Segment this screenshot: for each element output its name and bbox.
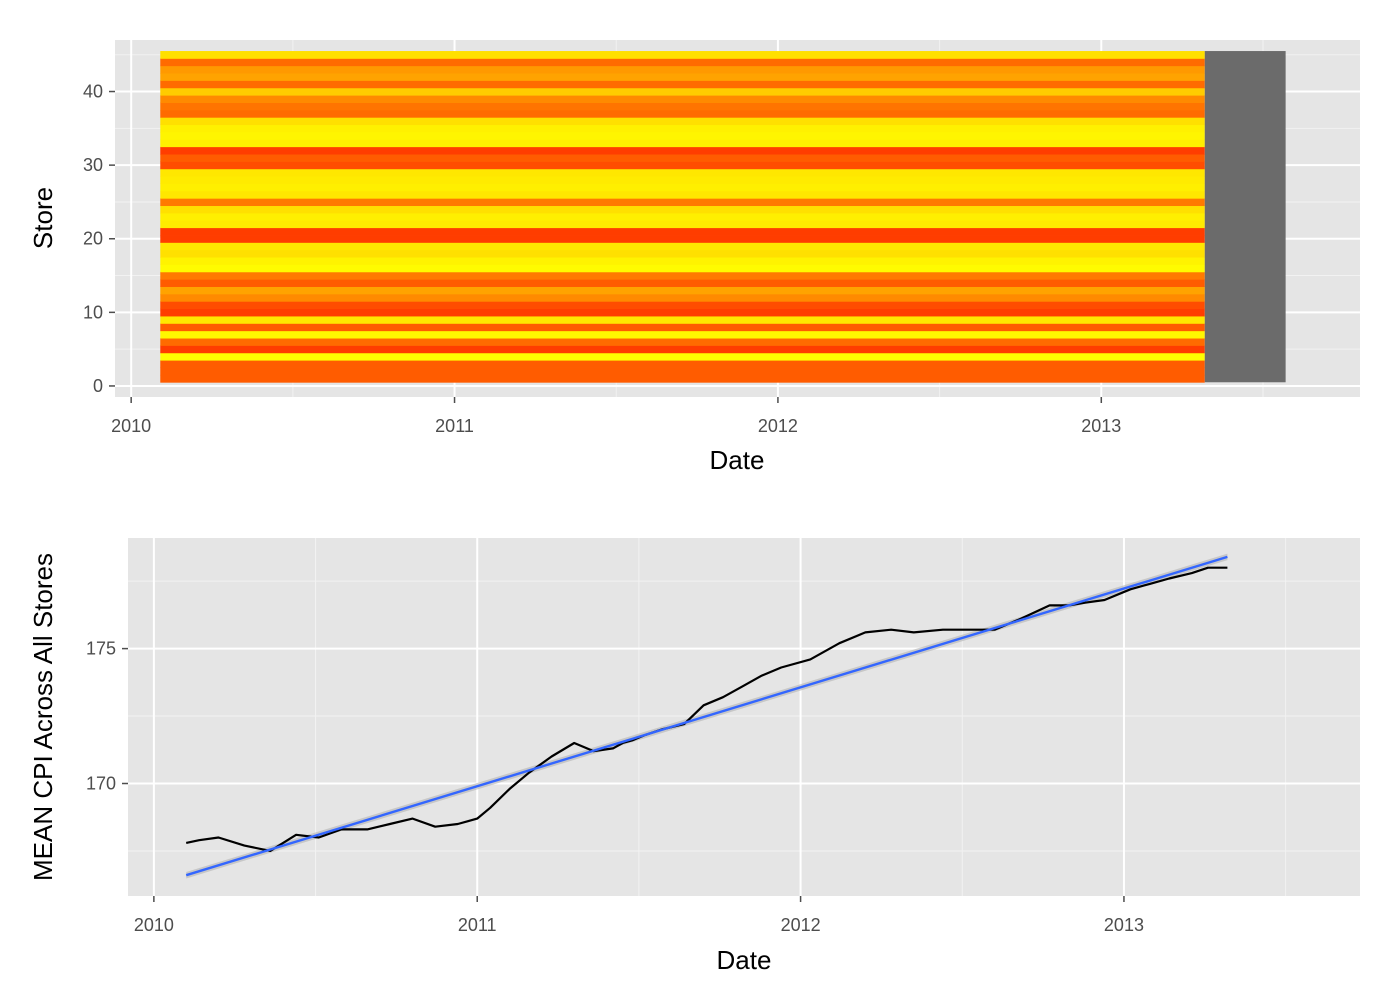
heatmap-store-row (160, 102, 1205, 111)
line-y-tick-label: 170 (86, 774, 116, 794)
line-series (185, 553, 1228, 879)
heatmap-x-tick-labels: 2010 2011 2012 2013 (111, 416, 1121, 436)
heatmap-store-row (160, 293, 1205, 302)
heatmap-store-row (160, 308, 1205, 317)
heatmap-store-row (160, 279, 1205, 287)
heatmap-store-row (160, 257, 1205, 265)
heatmap-store-row (160, 205, 1205, 214)
heatmap-store-row (160, 146, 1205, 155)
line-y-tick-labels: 170 175 (86, 639, 116, 794)
heatmap-x-tick-label: 2013 (1081, 416, 1121, 436)
heatmap-ticks (109, 90, 1103, 403)
heatmap-store-row (160, 132, 1205, 140)
heatmap-store-row (160, 87, 1205, 96)
heatmap-store-row (160, 161, 1205, 170)
cpi-trend-line (185, 555, 1228, 877)
heatmap-y-tick-label: 40 (83, 82, 103, 102)
heatmap-store-row (160, 65, 1205, 74)
heatmap-store-row (160, 117, 1205, 126)
heatmap-store-row (160, 227, 1205, 236)
heatmap-store-row (160, 176, 1205, 184)
heatmap-store-row (160, 360, 1205, 368)
heatmap-store-row (160, 73, 1205, 81)
heatmap-store-row (160, 220, 1205, 229)
heatmap-store-row (160, 374, 1205, 383)
heatmap-store-row (160, 367, 1205, 376)
heatmap-store-row (160, 198, 1205, 207)
heatmap-x-tick-label: 2010 (111, 416, 151, 436)
line-x-axis-title: Date (717, 945, 772, 975)
heatmap-store-row (160, 58, 1205, 67)
heatmap-store-row (160, 183, 1205, 192)
heatmap-y-tick-label: 0 (93, 376, 103, 396)
heatmap-y-tick-label: 30 (83, 155, 103, 175)
heatmap-store-row (160, 190, 1205, 199)
heatmap-y-tick-labels: 0 10 20 30 40 (83, 82, 103, 396)
line-x-tick-label: 2012 (781, 915, 821, 935)
heatmap-store-row (160, 352, 1205, 361)
heatmap-store-row (160, 51, 1205, 59)
heatmap-store-row (160, 330, 1205, 339)
line-x-tick-label: 2011 (458, 915, 497, 935)
heatmap-store-row (160, 154, 1205, 162)
heatmap-store-row (160, 139, 1205, 148)
heatmap-store-row (160, 235, 1205, 243)
heatmap-y-tick-label: 10 (83, 302, 103, 322)
heatmap-store-row (160, 124, 1205, 133)
heatmap-store-row (160, 301, 1205, 310)
heatmap-store-row (160, 168, 1205, 177)
heatmap-missing-block (1204, 51, 1286, 383)
heatmap-store-row (160, 95, 1205, 103)
heatmap-y-axis-title: Store (28, 187, 58, 249)
heatmap-store-row (160, 286, 1205, 295)
heatmap-cells (160, 51, 1286, 383)
line-ticks (122, 647, 1125, 902)
heatmap-y-tick-label: 20 (83, 229, 103, 249)
heatmap-store-row (160, 242, 1205, 251)
heatmap-store-row (160, 338, 1205, 346)
line-panel (128, 538, 1360, 896)
heatmap-x-axis-title: Date (710, 445, 765, 475)
heatmap-store-row (160, 345, 1205, 354)
line-x-tick-label: 2010 (134, 915, 174, 935)
heatmap-store-row (160, 80, 1205, 89)
heatmap-store-row (160, 212, 1205, 221)
heatmap-chart: 2010 2011 2012 2013 0 10 20 30 40 Date Store (28, 40, 1360, 475)
line-x-tick-label: 2013 (1104, 915, 1144, 935)
heatmap-store-row (160, 323, 1205, 332)
heatmap-x-tick-label: 2011 (435, 416, 474, 436)
line-grid (128, 538, 1360, 896)
heatmap-x-tick-label: 2012 (758, 416, 798, 436)
line-y-axis-title: MEAN CPI Across All Stores (28, 553, 58, 881)
heatmap-store-row (160, 316, 1205, 324)
heatmap-store-row (160, 271, 1205, 280)
line-x-tick-labels: 2010 2011 2012 2013 (134, 915, 1144, 935)
heatmap-store-row (160, 264, 1205, 273)
line-chart: 2010 2011 2012 2013 170 175 Date MEAN CPI Ac… (28, 538, 1360, 975)
line-y-tick-label: 175 (86, 639, 116, 659)
heatmap-store-row (160, 249, 1205, 258)
heatmap-store-row (160, 109, 1205, 118)
